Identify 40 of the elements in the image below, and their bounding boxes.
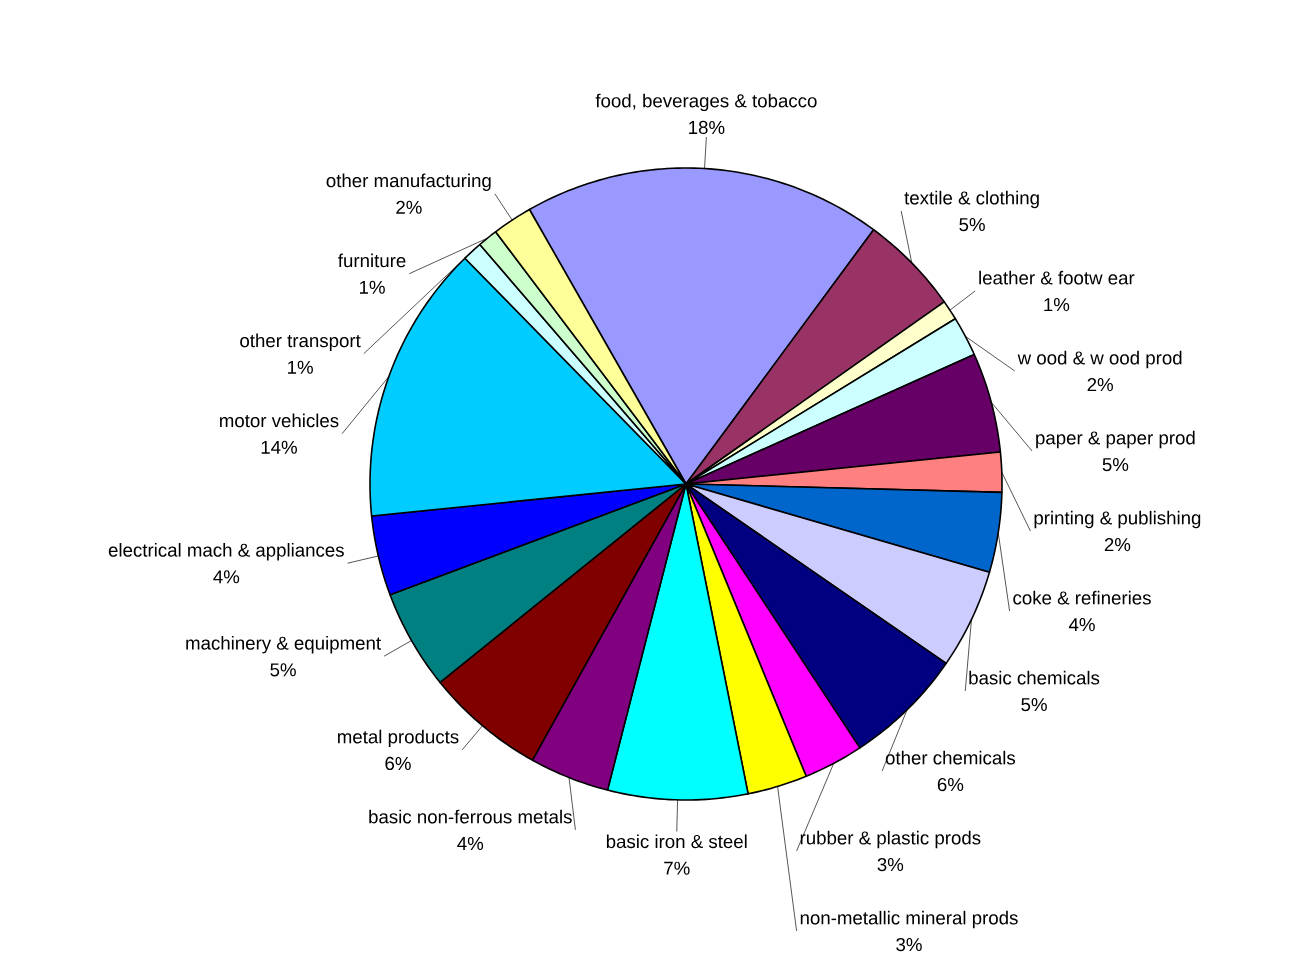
slice-label: electrical mach & appliances xyxy=(108,543,344,561)
slice-label: machinery & equipment xyxy=(186,636,381,654)
data-label: 1% xyxy=(1044,298,1070,312)
slice-label: other transport xyxy=(240,333,361,351)
data-label: 5% xyxy=(1102,458,1129,472)
data-label: 6% xyxy=(385,756,411,771)
data-label: 5% xyxy=(270,663,296,677)
slice-label: metal products xyxy=(338,729,459,748)
slice-label: rubber & plastic prods xyxy=(800,830,981,849)
slice-label: motor vehicles xyxy=(220,413,339,428)
data-label: 2% xyxy=(1104,537,1131,552)
slice-label: basic iron & steel xyxy=(606,834,747,849)
slice-label: basic chemicals xyxy=(969,670,1100,685)
data-label: 1% xyxy=(359,280,385,294)
data-label: 7% xyxy=(664,861,690,875)
data-label: 2% xyxy=(396,200,422,214)
slice-label: textile & clothing xyxy=(904,190,1039,209)
data-label: 18% xyxy=(689,120,725,135)
data-label: 6% xyxy=(937,777,964,792)
data-label: 3% xyxy=(896,937,922,952)
slice-label: w ood & w ood prod xyxy=(1017,350,1182,369)
slice-label: printing & publishing xyxy=(1034,510,1201,529)
slice-label: non-metallic mineral prods xyxy=(800,910,1018,929)
slice-label: food, beverages & tobacco xyxy=(595,93,817,112)
data-label: 1% xyxy=(288,360,313,374)
slice-label: other chemicals xyxy=(885,750,1016,765)
data-label: 3% xyxy=(877,857,904,872)
slice-label: other manufacturing xyxy=(326,173,491,191)
slice-label: furniture xyxy=(338,253,406,268)
data-label: 4% xyxy=(1068,618,1095,632)
slice-label: paper & paper prod xyxy=(1036,430,1195,449)
data-label: 5% xyxy=(959,218,985,232)
slice-label: leather & footw ear xyxy=(979,270,1135,285)
data-label: 4% xyxy=(213,570,240,584)
slice-label: basic non-ferrous metals xyxy=(369,809,572,824)
data-label: 14% xyxy=(261,440,297,454)
data-label: 2% xyxy=(1087,377,1113,392)
data-label: 4% xyxy=(457,836,484,851)
data-label: 5% xyxy=(1021,698,1047,712)
slice-label: coke & refineries xyxy=(1013,590,1151,605)
